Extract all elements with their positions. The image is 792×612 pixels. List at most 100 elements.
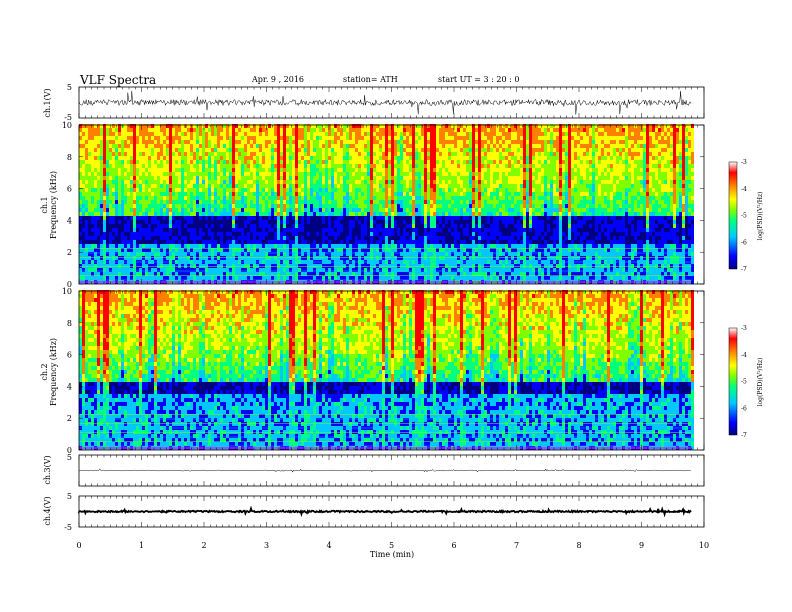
spectrogram-cell — [334, 256, 337, 260]
spectrogram-cell — [157, 208, 160, 212]
spectrogram-cell — [100, 140, 103, 144]
spectrogram-cell — [181, 140, 184, 144]
spectrogram-cell — [310, 208, 313, 212]
spectrogram-cell — [142, 272, 145, 276]
spectrogram-cell — [253, 168, 256, 172]
spectrogram-cell — [289, 256, 292, 260]
spectrogram-cell — [364, 136, 367, 140]
spectrogram-cell — [136, 240, 139, 244]
spectrogram-cell — [256, 204, 259, 208]
spectrogram-cell — [106, 228, 109, 232]
spectrogram-cell — [418, 188, 421, 192]
spectrogram-cell — [289, 124, 292, 128]
spectrogram-cell — [340, 244, 343, 248]
spectrogram-cell — [376, 268, 379, 272]
spectrogram-cell — [394, 236, 397, 240]
spectrogram-cell — [175, 168, 178, 172]
spectrogram-cell — [412, 252, 415, 256]
spectrogram-cell — [418, 164, 421, 168]
spectrogram-cell — [154, 140, 157, 144]
spectrogram-cell — [325, 176, 328, 180]
spectrogram-cell — [349, 240, 352, 244]
spectrogram-cell — [412, 128, 415, 132]
spectrogram-cell — [109, 180, 112, 184]
spectrogram-cell — [238, 268, 241, 272]
spectrogram-cell — [139, 252, 142, 256]
spectrogram-cell — [154, 172, 157, 176]
spectrogram-cell — [391, 140, 394, 144]
spectrogram-cell — [340, 240, 343, 244]
spectrogram-cell — [415, 228, 418, 232]
spectrogram-cell — [115, 268, 118, 272]
spectrogram-cell — [199, 184, 202, 188]
spectrogram-cell — [223, 232, 226, 236]
spectrogram-cell — [214, 268, 217, 272]
spectrogram-cell — [139, 156, 142, 160]
spectrogram-cell — [388, 232, 391, 236]
spectrogram-cell — [130, 188, 133, 192]
spectrogram-cell — [277, 268, 280, 272]
spectrogram-cell — [310, 248, 313, 252]
spectrogram-cell — [151, 140, 154, 144]
spectrogram-cell — [106, 176, 109, 180]
spectrogram-cell — [115, 200, 118, 204]
spectrogram-cell — [118, 216, 121, 220]
spectrogram-cell — [382, 176, 385, 180]
spectrogram-cell — [178, 168, 181, 172]
spectrogram-cell — [118, 156, 121, 160]
spectrogram-cell — [247, 204, 250, 208]
spectrogram-cell — [391, 208, 394, 212]
spectrogram-cell — [163, 220, 166, 224]
spectrogram-cell — [100, 200, 103, 204]
spectrogram-cell — [178, 128, 181, 132]
spectrogram-cell — [271, 168, 274, 172]
spectrogram-cell — [238, 256, 241, 260]
spectrogram-cell — [190, 132, 193, 136]
spectrogram-cell — [325, 232, 328, 236]
spectrogram-cell — [385, 276, 388, 280]
spectrogram-cell — [238, 248, 241, 252]
spectrogram-cell — [166, 132, 169, 136]
spectrogram-cell — [133, 176, 136, 180]
spectrogram-cell — [214, 172, 217, 176]
spectrogram-cell — [121, 140, 124, 144]
spectrogram-cell — [256, 232, 259, 236]
spectrogram-cell — [196, 160, 199, 164]
spectrogram-cell — [136, 236, 139, 240]
spectrogram-cell — [229, 168, 232, 172]
spectrogram-cell — [196, 200, 199, 204]
spectrogram-cell — [181, 244, 184, 248]
spectrogram-cell — [391, 148, 394, 152]
spectrogram-cell — [193, 232, 196, 236]
spectrogram-cell — [304, 212, 307, 216]
spectrogram-cell — [88, 208, 91, 212]
spectrogram-cell — [379, 156, 382, 160]
spectrogram-cell — [337, 128, 340, 132]
spectrogram-cell — [313, 140, 316, 144]
spectrogram-cell — [205, 152, 208, 156]
spectrogram-cell — [337, 160, 340, 164]
spectrogram-cell — [226, 208, 229, 212]
spectrogram-cell — [145, 272, 148, 276]
spectrogram-cell — [247, 160, 250, 164]
spectrogram-cell — [205, 180, 208, 184]
spectrogram-cell — [175, 272, 178, 276]
spectrogram-cell — [172, 264, 175, 268]
spectrogram-cell — [226, 212, 229, 216]
spectrogram-cell — [358, 208, 361, 212]
spectrogram-cell — [127, 140, 130, 144]
spectrogram-cell — [187, 144, 190, 148]
spectrogram-cell — [286, 232, 289, 236]
spectrogram-cell — [265, 136, 268, 140]
spectrogram-cell — [403, 180, 406, 184]
spectrogram-cell — [202, 192, 205, 196]
spectrogram-cell — [142, 188, 145, 192]
spectrogram-cell — [106, 124, 109, 128]
spectrogram-cell — [271, 136, 274, 140]
spectrogram-cell — [307, 132, 310, 136]
spectrogram-cell — [163, 140, 166, 144]
spectrogram-cell — [148, 168, 151, 172]
spectrogram-cell — [262, 124, 265, 128]
spectrogram-cell — [418, 240, 421, 244]
spectrogram-cell — [286, 268, 289, 272]
